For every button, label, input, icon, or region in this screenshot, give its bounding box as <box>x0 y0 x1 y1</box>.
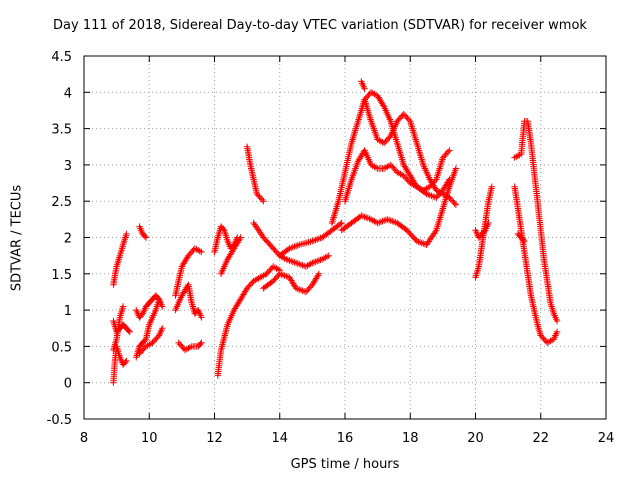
x-tick-label: 20 <box>467 431 484 446</box>
y-tick-label: 3.5 <box>51 123 72 138</box>
series-markers <box>338 165 460 248</box>
series-s1 <box>110 230 130 288</box>
series-s9 <box>172 245 205 299</box>
x-tick-label: 14 <box>271 431 288 446</box>
series-s13 <box>214 263 283 379</box>
series-s23 <box>358 78 368 92</box>
series-markers <box>511 118 561 325</box>
x-tick-label: 18 <box>402 431 419 446</box>
plot-frame <box>83 55 607 420</box>
y-tick-label: 3 <box>64 159 72 174</box>
y-tick-label: 4 <box>64 86 72 101</box>
grid-lines <box>84 56 606 419</box>
series-markers <box>211 223 241 256</box>
y-tick-label: 0 <box>64 377 72 392</box>
series-s5 <box>136 223 150 241</box>
x-axis-label: GPS time / hours <box>290 457 400 472</box>
y-axis-label: SDTVAR / TECUs <box>9 184 25 292</box>
series-markers <box>136 325 166 357</box>
series-markers <box>110 303 127 354</box>
series-s21 <box>361 96 460 208</box>
y-tick-label: -0.5 <box>47 413 72 428</box>
series-markers <box>175 339 205 354</box>
series-markers <box>136 223 150 241</box>
series-markers <box>276 219 345 259</box>
series-markers <box>172 245 205 299</box>
x-tick-label: 12 <box>206 431 223 446</box>
chart-title: Day 111 of 2018, Sidereal Day-to-day VTE… <box>53 18 587 33</box>
series-s14 <box>217 234 244 277</box>
series-markers <box>260 270 323 296</box>
series-markers <box>217 234 244 277</box>
series-s4 <box>110 303 127 354</box>
series-markers <box>361 96 460 208</box>
x-tick-label: 10 <box>141 431 158 446</box>
y-tick-label: 2 <box>64 232 72 247</box>
series-s18 <box>276 219 345 259</box>
series-markers <box>511 183 561 346</box>
series-s27 <box>511 118 561 325</box>
x-tick-label: 8 <box>80 431 88 446</box>
series-markers <box>110 230 130 288</box>
y-tick-label: 1.5 <box>51 268 72 283</box>
series-s8 <box>136 325 166 357</box>
x-tick-label: 22 <box>532 431 549 446</box>
series-s12 <box>211 223 241 256</box>
axis-ticks: 8 10 12 14 16 18 20 22 24 -0.5 0 0.5 1 1.5 2 2.5 3 3.5 4 4.… <box>47 50 615 446</box>
series-s15 <box>243 143 267 205</box>
y-tick-label: 0.5 <box>51 340 72 355</box>
series-s19 <box>328 89 453 227</box>
y-tick-label: 4.5 <box>51 50 72 65</box>
series-s28 <box>514 230 528 245</box>
series-s10 <box>172 281 205 321</box>
series-markers <box>214 263 283 379</box>
series-markers <box>358 78 368 92</box>
series-s26 <box>511 183 561 346</box>
y-tick-label: 2.5 <box>51 195 72 210</box>
y-tick-label: 1 <box>64 304 72 319</box>
series-markers <box>243 143 267 205</box>
series-s22 <box>338 165 460 248</box>
series-markers <box>514 230 528 245</box>
series-markers <box>341 147 453 205</box>
series-s25 <box>472 219 492 241</box>
series-s11 <box>175 339 205 354</box>
x-tick-label: 16 <box>337 431 354 446</box>
series-markers <box>328 89 453 227</box>
data-points <box>110 78 561 386</box>
x-tick-label: 24 <box>598 431 615 446</box>
series-s20 <box>341 147 453 205</box>
series-markers <box>172 281 205 321</box>
series-markers <box>472 219 492 241</box>
series-s17 <box>260 270 323 296</box>
